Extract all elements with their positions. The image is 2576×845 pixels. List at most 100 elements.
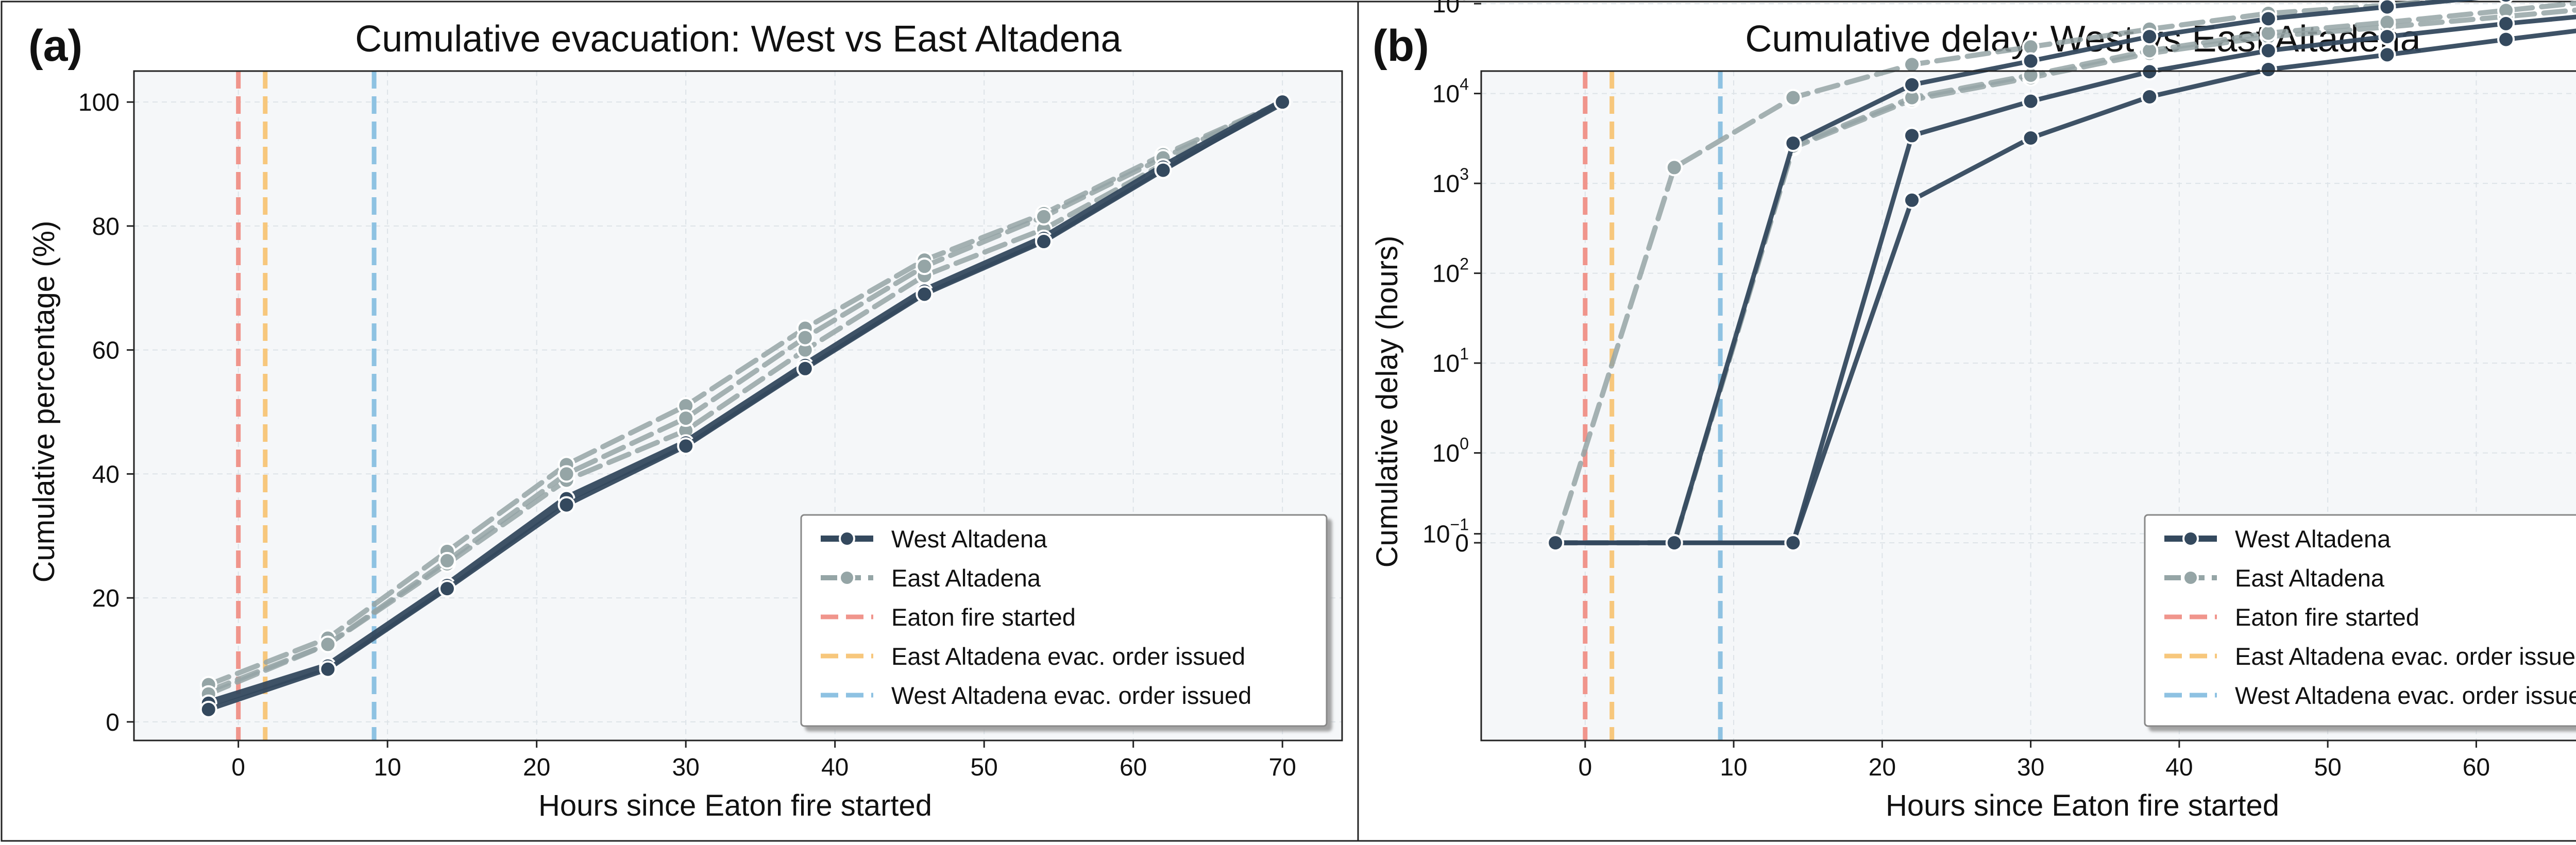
data-point-west	[2378, 28, 2396, 46]
legend-label: West Altadena	[891, 525, 1047, 553]
y-tick-label: 0	[106, 709, 120, 736]
y-tick-label: 40	[92, 461, 120, 488]
y-tick-label: 103	[1432, 165, 1469, 198]
x-tick-label: 40	[821, 754, 849, 781]
legend-label: West Altadena	[2235, 525, 2391, 553]
y-tick-label: 60	[92, 337, 120, 365]
x-tick-label: 50	[970, 754, 997, 781]
x-tick-label: 50	[2314, 754, 2341, 781]
x-tick-label: 0	[1578, 754, 1592, 781]
data-point-west	[1903, 127, 1921, 145]
data-point-west	[916, 285, 934, 303]
data-point-west	[1547, 534, 1565, 552]
data-point-east	[2378, 13, 2396, 31]
y-tick-label: 80	[92, 213, 120, 240]
y-tick-label: 100	[78, 89, 120, 116]
x-tick-label: 30	[672, 754, 699, 781]
data-point-west	[319, 660, 337, 678]
legend-label: Eaton fire started	[2235, 603, 2419, 631]
series-line-west	[205, 98, 1286, 708]
y-tick-label: 20	[92, 585, 120, 612]
data-point-west	[1665, 534, 1683, 552]
y-axis: 010−1 100 101 102 103 104 105	[1422, 0, 2576, 557]
legend-box	[800, 514, 1328, 727]
data-point-east	[1903, 56, 1921, 74]
panel-b-tag: (b)	[1372, 21, 1429, 71]
data-point-west	[2022, 129, 2040, 147]
x-tick-label: 0	[231, 754, 245, 781]
data-point-east	[796, 329, 814, 347]
data-point-east	[916, 257, 934, 275]
data-point-west	[1903, 191, 1921, 209]
data-point-west	[438, 580, 456, 598]
data-point-west	[557, 496, 575, 514]
axes-frame	[133, 70, 1343, 741]
legend-label: East Altadena evac. order issued	[2235, 643, 2576, 670]
legend-marker	[2182, 570, 2199, 586]
data-point-east	[1035, 208, 1053, 226]
x-tick-label: 20	[1869, 754, 1896, 781]
data-point-west	[2497, 14, 2515, 32]
series-line-west	[1553, 14, 2576, 545]
legend-marker	[2182, 530, 2199, 547]
panel-a-tag: (a)	[28, 21, 82, 71]
data-point-east	[677, 409, 695, 427]
data-point-west	[2259, 61, 2277, 79]
panel-b-xlabel: Hours since Eaton fire started	[1886, 789, 2279, 822]
panel-a-title: Cumulative evacuation: West vs East Alta…	[355, 19, 1122, 60]
x-tick-label: 60	[2463, 754, 2490, 781]
data-point-west	[2497, 30, 2515, 48]
panel-b: (b) Cumulative delay: West vs East Altad…	[1370, 0, 2576, 822]
data-point-east	[557, 465, 575, 483]
axes-frame	[1480, 70, 2576, 741]
data-point-west	[1154, 161, 1172, 179]
y-tick-label: 10−1	[1422, 515, 1469, 548]
legend-label: East Altadena	[891, 564, 1041, 592]
data-point-west	[2499, 0, 2513, 4]
data-point-west	[796, 359, 814, 377]
data-point-west	[1784, 134, 1802, 152]
legend-label: West Altadena evac. order issued	[2235, 682, 2576, 709]
y-tick-label: 100	[1432, 435, 1469, 468]
data-point-west	[199, 700, 217, 718]
data-point-east	[438, 551, 456, 570]
series-group	[1547, 0, 2576, 552]
legend-label: East Altadena	[2235, 564, 2385, 592]
panel-a-ylabel: Cumulative percentage (%)	[27, 221, 61, 583]
data-point-west	[1274, 93, 1292, 111]
data-point-west	[1784, 534, 1802, 552]
data-point-west	[677, 437, 695, 455]
legend-label: Eaton fire started	[891, 603, 1076, 631]
data-point-east	[1784, 89, 1802, 107]
data-point-west	[2259, 10, 2277, 28]
x-tick-label: 60	[1120, 754, 1147, 781]
panel-b-title: Cumulative delay: West vs East Altadena	[1745, 19, 2421, 60]
panel-a-xlabel: Hours since Eaton fire started	[538, 789, 932, 822]
data-point-west	[2378, 0, 2396, 16]
series-line-west	[206, 99, 1285, 712]
y-tick-label: 0	[1455, 530, 1469, 557]
y-axis: 0 20 40 60 80 100	[78, 89, 1342, 736]
x-tick-label: 30	[2017, 754, 2044, 781]
data-point-east	[319, 635, 337, 653]
y-tick-label: 104	[1432, 75, 1469, 108]
panel-b-ylabel: Cumulative delay (hours)	[1370, 236, 1404, 568]
data-point-west	[2141, 88, 2159, 106]
data-point-west	[2259, 42, 2277, 60]
series-line-west	[1553, 0, 2479, 545]
y-tick-label: 102	[1432, 255, 1469, 288]
legend-label: West Altadena evac. order issued	[891, 682, 1251, 709]
panel-a: (a) Cumulative evacuation: West vs East …	[27, 19, 1343, 822]
x-tick-label: 70	[1269, 754, 1296, 781]
series-line-east	[1553, 0, 2470, 546]
y-tick-label: 101	[1432, 344, 1469, 377]
legend-marker	[839, 570, 855, 586]
event-lines	[236, 71, 377, 740]
data-point-east	[2022, 66, 2040, 84]
series-group	[199, 93, 1292, 718]
legend-marker	[839, 530, 855, 547]
